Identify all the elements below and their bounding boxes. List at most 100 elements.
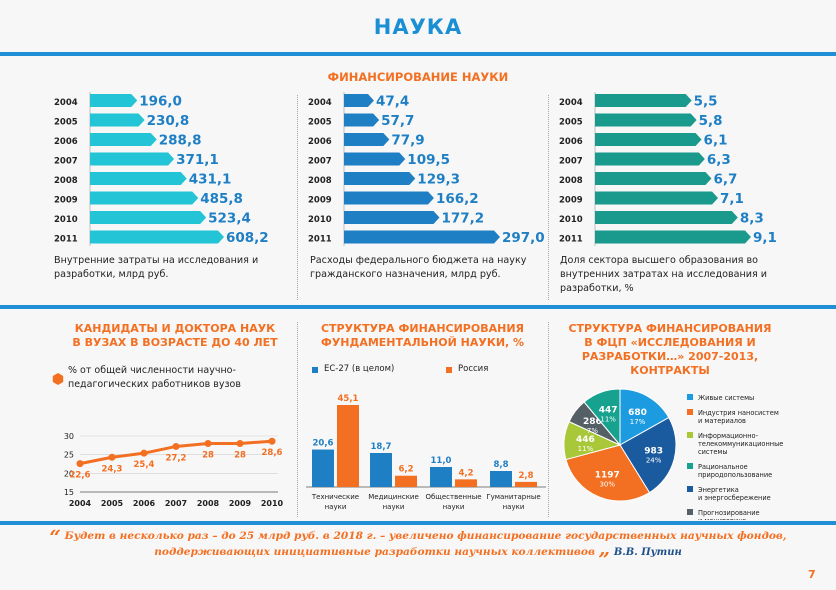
bar: [90, 172, 187, 185]
slice-value: 1197: [595, 470, 620, 480]
value-label: 7,1: [720, 191, 744, 207]
year-label: 2009: [54, 196, 78, 206]
xtick-label: 2005: [101, 499, 124, 508]
legend-eu: ЕС-27 (в целом): [324, 364, 395, 374]
year-label: 2004: [54, 98, 78, 108]
bar: [595, 211, 738, 224]
panel-separator: [297, 322, 298, 517]
year-label: 2007: [54, 157, 78, 167]
value-label: 2,8: [518, 471, 533, 481]
year-label: 2007: [559, 157, 583, 167]
middle-divider: [0, 305, 836, 309]
category-label: науки: [443, 503, 465, 511]
panel-caption: Расходы федерального бюджета на науку гр…: [310, 255, 527, 280]
value-label: 28,6: [262, 448, 283, 458]
year-label: 2008: [308, 176, 332, 186]
xtick-label: 2007: [165, 499, 187, 508]
bar: [344, 152, 406, 166]
bar: [90, 113, 145, 127]
bar: [595, 172, 712, 185]
bar: [490, 471, 512, 487]
grouped-bar-chart: 20,6 45,1 Технические науки 18,7 6,2 Медицинск…: [306, 394, 546, 511]
bar: [90, 191, 199, 205]
legend-swatch: [687, 409, 693, 415]
panel-separator: [548, 322, 549, 517]
pie-section-title: СТРУКТУРА ФИНАНСИРОВАНИЯ В ФЦП «ИССЛЕДОВ…: [568, 322, 772, 377]
bar: [344, 191, 434, 205]
value-label: 288,8: [159, 133, 202, 149]
data-point: [140, 449, 148, 457]
legend-swatch: [687, 486, 693, 492]
data-point: [76, 460, 84, 468]
value-label: 8,3: [740, 211, 764, 227]
slice-percent: 30%: [599, 480, 615, 488]
value-label: 6,1: [704, 133, 728, 149]
value-label: 57,7: [381, 113, 414, 129]
bar: [595, 113, 697, 127]
hexagon-icon: [52, 370, 64, 385]
bar: [344, 230, 500, 244]
slice-value: 447: [599, 405, 618, 415]
xtick-label: 2010: [261, 499, 284, 508]
legend-ru: Россия: [458, 364, 489, 374]
bar: [344, 94, 374, 107]
value-label: 5,8: [699, 113, 723, 129]
bar: [515, 481, 537, 487]
xtick-label: 2006: [133, 499, 156, 508]
slice-percent: 11%: [600, 415, 616, 423]
value-label: 608,2: [226, 230, 269, 246]
category-label: науки: [383, 503, 405, 511]
year-label: 2004: [308, 98, 332, 108]
bar: [370, 453, 392, 487]
value-label: 8,8: [493, 460, 508, 470]
bar: [455, 479, 477, 487]
year-label: 2009: [559, 196, 583, 206]
value-label: 6,7: [713, 172, 737, 188]
bar: [90, 94, 138, 107]
legend-label: Прогнозированиеи мониторингУправление Пр…: [698, 509, 785, 520]
category-label: Гуманитарные: [486, 493, 540, 501]
value-label: 297,0: [502, 230, 545, 246]
ytick-label: 15: [64, 488, 74, 497]
bar: [344, 133, 390, 146]
year-label: 2009: [308, 196, 332, 206]
slice-percent: 17%: [630, 418, 646, 426]
pie-slice: [619, 416, 677, 494]
top-divider: [0, 52, 836, 56]
legend-swatch: [687, 394, 693, 400]
quote-text: Будет в несколько раз – до 25 млрд руб. …: [64, 530, 787, 558]
xtick-label: 2009: [229, 499, 252, 508]
category-label: Медицинские: [368, 493, 419, 501]
value-label: 47,4: [376, 94, 409, 110]
data-point: [236, 439, 244, 447]
xtick-label: 2008: [197, 499, 220, 508]
page-number: 7: [808, 568, 816, 581]
value-label: 5,5: [694, 94, 718, 110]
legend-swatch: [687, 509, 693, 515]
panel-caption: Внутренние затраты на исследования и раз…: [54, 255, 259, 280]
legend-label: Рациональное природопользование: [698, 463, 772, 479]
year-label: 2010: [559, 215, 583, 225]
value-label: 77,9: [391, 133, 424, 149]
value-label: 28: [234, 450, 246, 460]
funding-panels: 2004 196,0 2005 230,8 2006 288,8 2007 371,1 2008…: [54, 92, 777, 246]
bar: [90, 211, 207, 224]
category-label: науки: [503, 503, 525, 511]
bar: [595, 133, 702, 146]
legend-label: Живые системы: [698, 394, 754, 402]
quote-close: „: [598, 536, 611, 560]
bar: [90, 152, 175, 166]
panel-separator: [297, 95, 298, 300]
page-title: НАУКА: [373, 15, 463, 39]
funding-panel-higher-education-share: 2004 5,5 2005 5,8 2006 6,1 2007 6,3 2008 6,7 2009 7…: [559, 92, 777, 246]
panel-caption: Доля сектора высшего образования во внут…: [560, 255, 768, 294]
line-legend: % от общей численности научно-педагогиче…: [68, 365, 241, 390]
value-label: 485,8: [200, 191, 243, 207]
bar: [344, 172, 416, 185]
year-label: 2011: [559, 235, 583, 245]
bar: [344, 211, 440, 224]
category-label: Технические: [311, 493, 359, 501]
bar: [430, 467, 452, 487]
value-label: 6,3: [707, 152, 731, 168]
funding-panel-federal-budget: 2004 47,4 2005 57,7 2006 77,9 2007 109,5 2008 129…: [308, 92, 545, 246]
